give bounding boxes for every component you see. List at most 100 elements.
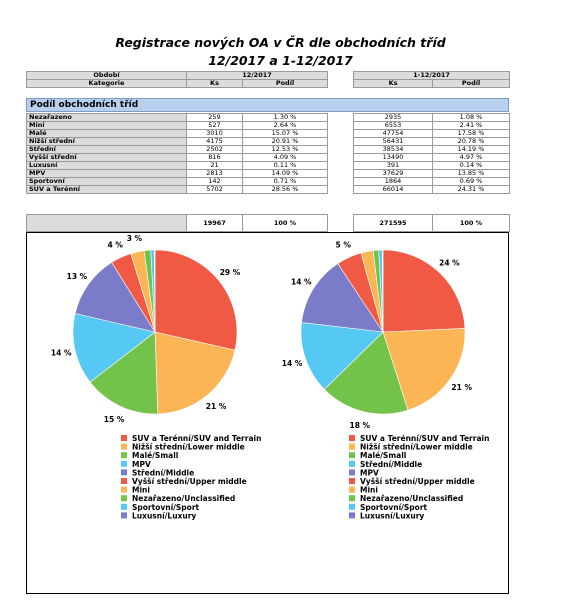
row-podil-1: 4.09 % xyxy=(242,153,328,162)
row-ks-1: 2502 xyxy=(186,145,243,154)
pie-data-label: 3 % xyxy=(127,234,143,243)
total-podil-1: 100 % xyxy=(242,214,328,232)
legend-swatch xyxy=(121,460,127,467)
row-podil-2: 13.85 % xyxy=(432,169,510,178)
row-label: Luxusní xyxy=(26,161,187,170)
legend-label: Střední/Middle xyxy=(360,460,422,469)
row-label: Sportovní xyxy=(26,177,187,186)
pie-data-label: 18 % xyxy=(350,421,371,430)
table-row: SUV a Terénní 5702 28.56 % 66014 24.31 % xyxy=(26,185,510,194)
pie-charts: 29 % 21 % 15 % 14 % 13 % 4 %3 % SUV a Terénní/… xyxy=(51,234,490,520)
pie-data-label: 14 % xyxy=(282,359,303,368)
pie-slice xyxy=(72,313,156,383)
charts-frame: 29 % 21 % 15 % 14 % 13 % 4 % 3 % SUV a Terénní/… xyxy=(26,232,509,594)
row-podil-1: 14.09 % xyxy=(242,169,328,178)
row-ks-2: 38534 xyxy=(353,145,433,154)
header-table: Období 12/2017 1-12/2017 Kategorie Ks Po… xyxy=(26,71,511,88)
row-podil-1: 2.64 % xyxy=(242,121,328,130)
pie-slice xyxy=(382,249,466,333)
row-podil-2: 17.58 % xyxy=(432,129,510,138)
row-label: Střední xyxy=(26,145,187,154)
row-ks-1: 816 xyxy=(186,153,243,162)
pie-data-label: 14 % xyxy=(291,278,312,287)
row-ks-2: 47754 xyxy=(353,129,433,138)
kategorie-header: Kategorie xyxy=(26,79,187,88)
pie-data-label: 24 % xyxy=(439,259,460,268)
pie-slice xyxy=(301,263,384,333)
legend-label: Sportovní/Sport xyxy=(132,503,200,512)
table-row: Nezařazeno 259 1.30 % 2935 1.08 % xyxy=(26,113,510,122)
legend-swatch xyxy=(121,503,127,510)
row-ks-2: 391 xyxy=(353,161,433,170)
row-ks-1: 3010 xyxy=(186,129,243,138)
data-table: Nezařazeno 259 1.30 % 2935 1.08 % Mini 527 2.64… xyxy=(26,113,510,194)
legend-swatch xyxy=(349,486,355,493)
legend-swatch xyxy=(349,478,355,484)
row-label: Vyšší střední xyxy=(26,153,187,162)
row-label: Nezařazeno xyxy=(26,113,187,122)
pie-slice xyxy=(300,322,384,390)
table-row: Střední 2502 12.53 % 38534 14.19 % xyxy=(26,145,510,154)
total-ks-1: 19967 xyxy=(186,214,243,232)
legend-label: Malé/Small xyxy=(132,451,178,460)
legend-label: Sportovní/Sport xyxy=(360,503,428,512)
totals-label-cell xyxy=(26,214,187,232)
pie-data-label: 15 % xyxy=(104,415,125,424)
row-podil-2: 14.19 % xyxy=(432,145,510,154)
legend-label: Nižší střední/Lower middle xyxy=(360,443,473,452)
table-row: Mini 527 2.64 % 6553 2.41 % xyxy=(26,121,510,130)
row-ks-1: 527 xyxy=(186,121,243,130)
row-podil-2: 0.14 % xyxy=(432,161,510,170)
row-ks-1: 259 xyxy=(186,113,243,122)
legend-label: Luxusní/Luxury xyxy=(360,511,424,520)
legend-swatch xyxy=(349,435,355,441)
legend-swatch xyxy=(121,512,127,519)
totals-table: 19967 100 % 271595 100 % xyxy=(26,214,510,232)
row-ks-2: 1864 xyxy=(353,177,433,186)
row-label: Malé xyxy=(26,129,187,138)
legend-swatch xyxy=(121,469,127,476)
total-ks-2: 271595 xyxy=(353,214,433,232)
pie-data-label: 4 % xyxy=(108,241,124,250)
pie-data-label: 29 % xyxy=(220,268,241,277)
legend-swatch xyxy=(121,435,127,441)
row-ks-1: 5702 xyxy=(186,185,243,194)
pie-slice xyxy=(381,249,384,333)
row-ks-2: 66014 xyxy=(353,185,433,194)
pie-slice xyxy=(323,331,409,415)
row-ks-1: 2813 xyxy=(186,169,243,178)
row-podil-1: 15.07 % xyxy=(242,129,328,138)
pie-slice xyxy=(89,331,159,415)
pie-slice xyxy=(74,261,156,333)
legend-swatch xyxy=(121,478,127,484)
row-ks-2: 37629 xyxy=(353,169,433,178)
pie-data-label: 5 % xyxy=(336,241,352,250)
legend-label: MPV xyxy=(360,468,379,477)
row-podil-2: 1.08 % xyxy=(432,113,510,122)
legend-swatch xyxy=(121,452,127,459)
legend-label: SUV a Terénní/SUV and Terrain xyxy=(132,434,261,443)
legend-swatch xyxy=(349,512,355,519)
pie-slice xyxy=(382,328,466,411)
report-subtitle: 12/2017 a 1-12/2017 xyxy=(208,53,353,68)
legend-label: Střední/Middle xyxy=(132,468,194,477)
row-ks-2: 6553 xyxy=(353,121,433,130)
legend-label: Vyšší střední/Upper middle xyxy=(132,477,247,486)
row-podil-2: 0.69 % xyxy=(432,177,510,186)
podil-header-2: Podíl xyxy=(432,79,511,88)
pie-slice xyxy=(154,331,236,415)
legend-swatch xyxy=(121,443,127,450)
table-row: Luxusní 21 0.11 % 391 0.14 % xyxy=(26,161,510,170)
row-label: Mini xyxy=(26,121,187,130)
legend-label: MPV xyxy=(132,460,151,469)
table-row: MPV 2813 14.09 % 37629 13.85 % xyxy=(26,169,510,178)
row-podil-2: 24.31 % xyxy=(432,185,510,194)
legend-swatch xyxy=(349,495,355,502)
legend-swatch xyxy=(121,495,127,502)
period1-header: 12/2017 xyxy=(185,71,329,80)
legend-label: Nezařazeno/Unclassified xyxy=(360,494,463,503)
row-podil-2: 20.78 % xyxy=(432,137,510,146)
pie-slice xyxy=(154,249,238,351)
legend-label: Malé/Small xyxy=(360,451,406,460)
pie-slice xyxy=(154,249,156,333)
